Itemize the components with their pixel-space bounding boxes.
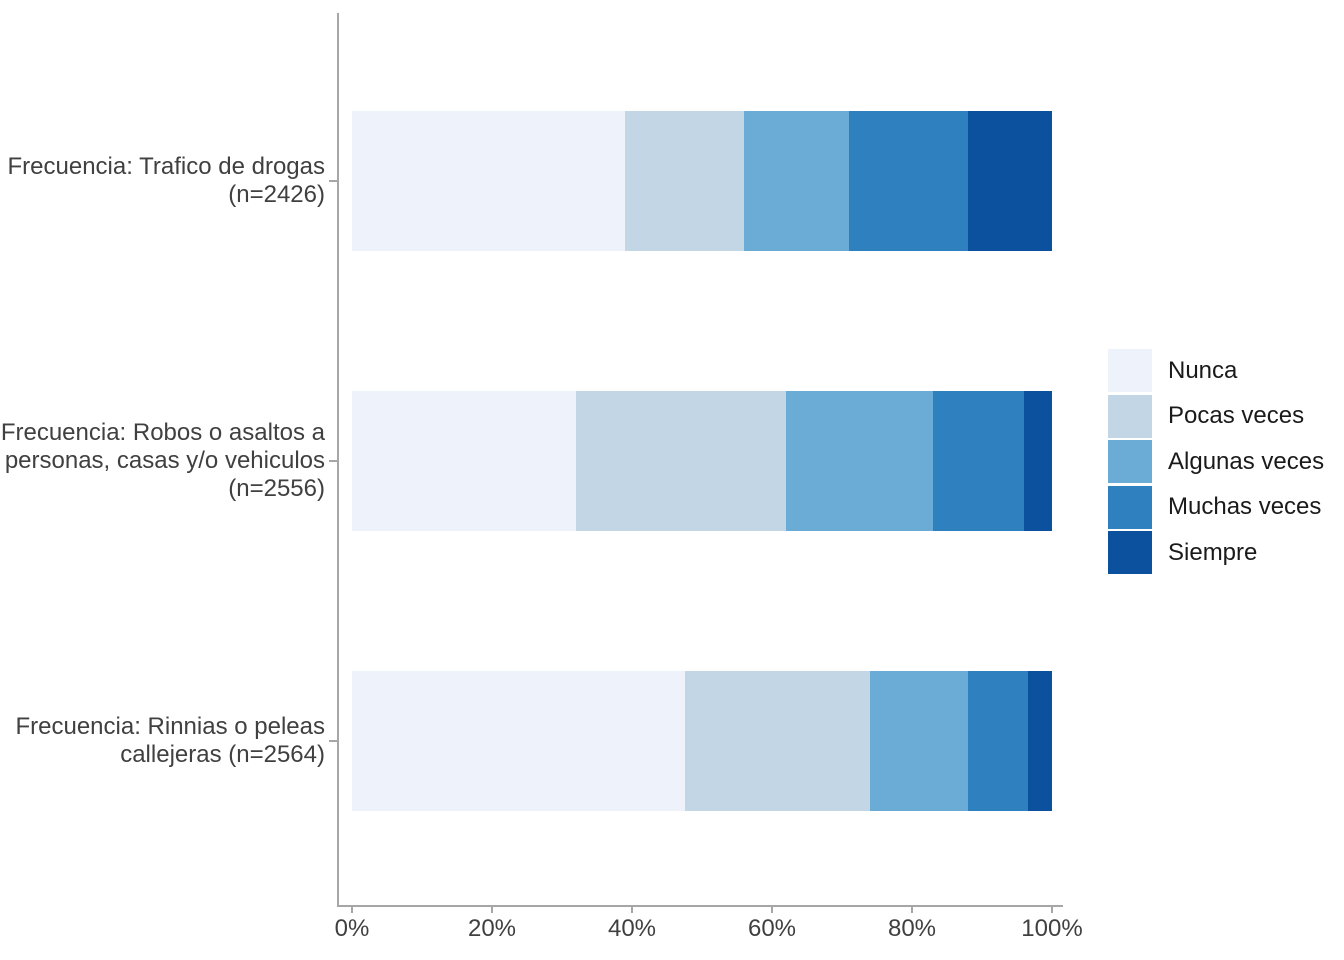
bar-segment-nunca <box>352 111 625 251</box>
legend-label: Siempre <box>1168 538 1258 566</box>
legend-item: Siempre <box>1108 530 1324 576</box>
x-axis-tick <box>1051 906 1053 913</box>
x-axis-tick-label: 80% <box>887 915 937 942</box>
legend-item: Nunca <box>1108 348 1324 394</box>
bar-segment-algunas-veces <box>870 671 968 811</box>
x-axis-tick-label: 0% <box>334 915 370 942</box>
legend-swatch <box>1108 349 1152 393</box>
legend-label: Muchas veces <box>1168 493 1322 521</box>
x-axis-tick-label: 40% <box>607 915 657 942</box>
stacked-bar <box>352 671 1052 811</box>
legend-item: Muchas veces <box>1108 485 1324 531</box>
y-axis-line <box>337 13 339 907</box>
legend-item: Algunas veces <box>1108 439 1324 485</box>
bar-segment-pocas-veces <box>684 671 870 811</box>
category-label: Frecuencia: Trafico de drogas (n=2426) <box>7 153 326 208</box>
bar-segment-algunas-veces <box>786 391 933 531</box>
category-label: Frecuencia: Rinnias o peleas callejeras … <box>15 713 325 768</box>
x-axis-tick <box>771 906 773 913</box>
legend-swatch <box>1108 394 1152 438</box>
bar-segment-siempre <box>1027 671 1052 811</box>
x-axis-tick <box>491 906 493 913</box>
bar-segment-muchas-veces <box>933 391 1024 531</box>
legend-swatch <box>1108 440 1152 484</box>
x-axis-tick-label: 60% <box>747 915 797 942</box>
bar-segment-muchas-veces <box>849 111 968 251</box>
y-axis-tick <box>329 180 338 182</box>
x-axis-line <box>337 905 1063 907</box>
bar-segment-nunca <box>352 671 685 811</box>
bar-segment-siempre <box>968 111 1052 251</box>
legend-swatch <box>1108 485 1152 529</box>
legend-item: Pocas veces <box>1108 394 1324 440</box>
legend-label: Nunca <box>1168 356 1238 384</box>
legend-label: Algunas veces <box>1168 447 1325 475</box>
x-axis-tick <box>911 906 913 913</box>
legend-label: Pocas veces <box>1168 402 1305 430</box>
stacked-bar <box>352 111 1052 251</box>
y-axis-tick <box>329 460 338 462</box>
chart-legend: Nunca Pocas veces Algunas veces Muchas vece… <box>1108 348 1324 576</box>
legend-swatch <box>1108 531 1152 575</box>
x-axis-tick-label: 100% <box>1021 915 1083 942</box>
bar-segment-siempre <box>1024 391 1052 531</box>
x-axis-tick <box>631 906 633 913</box>
bar-segment-pocas-veces <box>576 391 786 531</box>
x-axis-tick-label: 20% <box>467 915 517 942</box>
bar-segment-nunca <box>352 391 576 531</box>
bar-segment-muchas-veces <box>968 671 1028 811</box>
y-axis-tick <box>329 740 338 742</box>
bar-segment-pocas-veces <box>625 111 744 251</box>
bar-segment-algunas-veces <box>744 111 849 251</box>
stacked-bar <box>352 391 1052 531</box>
category-label: Frecuencia: Robos o asaltos a personas, … <box>0 419 325 502</box>
x-axis-tick <box>351 906 353 913</box>
